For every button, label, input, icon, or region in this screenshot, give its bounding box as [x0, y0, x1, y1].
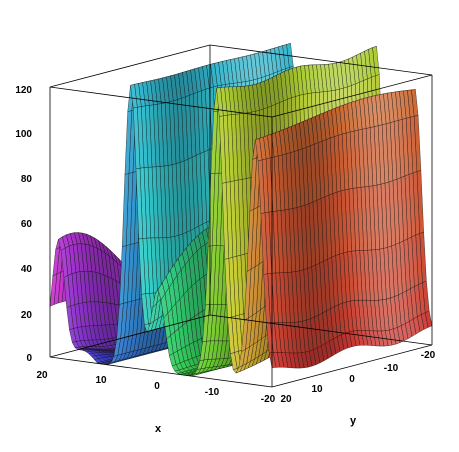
- y-tick-label: 20: [280, 394, 292, 405]
- bounding-box: [49, 44, 433, 388]
- y-tick-label: 0: [349, 374, 355, 385]
- y-axis-label: y: [350, 415, 357, 427]
- box-edge: [49, 314, 211, 358]
- x-tick-label: -10: [205, 387, 220, 398]
- x-axis-ticks: 20 10 0 -10 -20: [36, 370, 275, 405]
- z-tick-label: 60: [21, 219, 33, 230]
- box-edge: [49, 44, 211, 88]
- y-tick-label: -20: [421, 350, 436, 361]
- box-edge: [49, 356, 273, 388]
- y-axis-ticks: 20 10 0 -10 -20: [280, 350, 435, 405]
- box-edge: [49, 86, 273, 118]
- box-edge: [209, 314, 433, 346]
- box-edge: [209, 44, 433, 76]
- box-edge: [271, 74, 433, 118]
- z-tick-label: 100: [15, 129, 32, 140]
- z-tick-label: 80: [21, 174, 33, 185]
- y-tick-label: 10: [311, 384, 323, 395]
- x-tick-label: 0: [154, 381, 160, 392]
- y-tick-label: -10: [384, 363, 399, 374]
- z-tick-label: 0: [26, 353, 32, 364]
- surface-strips: [49, 43, 433, 377]
- z-axis-ticks: 0 20 40 60 80 100 120: [15, 85, 32, 364]
- x-tick-label: 10: [95, 375, 107, 386]
- z-tick-label: 20: [21, 310, 33, 321]
- x-tick-label: 20: [36, 370, 48, 381]
- x-axis-label: x: [155, 423, 162, 435]
- x-tick-label: -20: [261, 394, 276, 405]
- z-tick-label: 40: [21, 264, 33, 275]
- z-tick-label: 120: [15, 85, 32, 96]
- box-edge: [271, 344, 433, 388]
